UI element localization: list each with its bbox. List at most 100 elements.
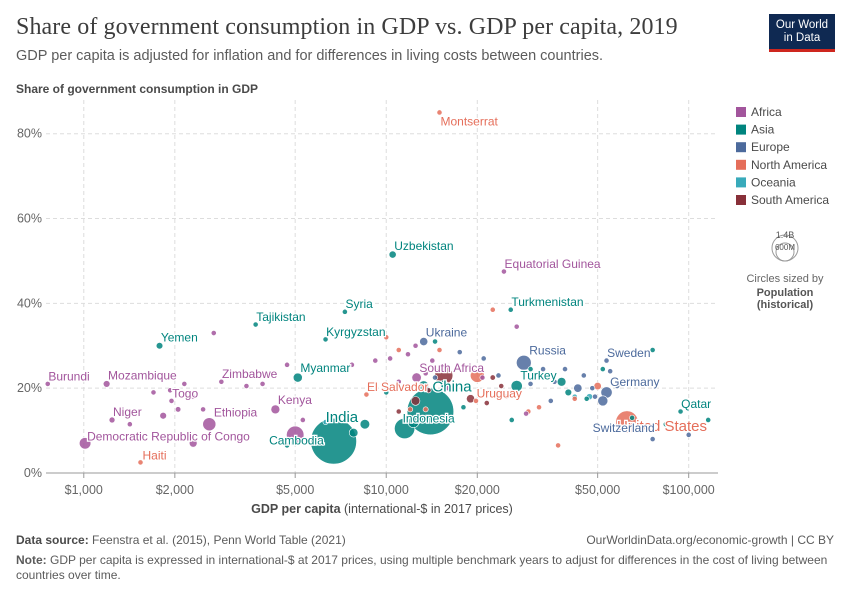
point-asia[interactable] bbox=[629, 414, 636, 421]
point-asia[interactable] bbox=[359, 419, 370, 430]
legend-label-south-america[interactable]: South America bbox=[751, 193, 829, 207]
point-turkey[interactable] bbox=[510, 380, 523, 393]
point-africa[interactable] bbox=[167, 387, 174, 394]
point-democratic-republic-of-congo[interactable] bbox=[79, 437, 92, 450]
point-africa[interactable] bbox=[159, 412, 167, 420]
point-el-salvador[interactable] bbox=[363, 391, 370, 398]
point-south-america[interactable] bbox=[410, 396, 421, 406]
point-oceania[interactable] bbox=[289, 440, 296, 447]
point-africa[interactable] bbox=[422, 370, 429, 377]
point-north-america[interactable] bbox=[555, 442, 561, 449]
point-kyrgyzstan[interactable] bbox=[322, 336, 329, 343]
point-asia[interactable] bbox=[432, 338, 438, 345]
point-qatar[interactable] bbox=[677, 408, 684, 415]
point-south-africa[interactable] bbox=[411, 372, 422, 383]
point-south-america[interactable] bbox=[498, 383, 505, 389]
point-south-america[interactable] bbox=[425, 387, 432, 394]
point-europe[interactable] bbox=[432, 374, 438, 381]
point-mozambique[interactable] bbox=[102, 380, 111, 388]
point-equatorial-guinea[interactable] bbox=[501, 268, 507, 275]
point-europe[interactable] bbox=[480, 355, 487, 362]
point-south-america[interactable] bbox=[489, 374, 496, 381]
point-asia[interactable] bbox=[348, 428, 359, 438]
point-europe[interactable] bbox=[527, 381, 534, 387]
source-url-link[interactable]: OurWorldinData.org/economic-growth | CC … bbox=[586, 533, 834, 547]
point-asia[interactable] bbox=[662, 421, 669, 428]
point-north-america[interactable] bbox=[436, 347, 443, 353]
point-africa[interactable] bbox=[479, 374, 486, 381]
point-niger[interactable] bbox=[108, 416, 116, 424]
point-asia[interactable] bbox=[583, 395, 590, 402]
point-switzerland[interactable] bbox=[649, 436, 656, 442]
legend-label-asia[interactable]: Asia bbox=[751, 123, 775, 137]
point-europe[interactable] bbox=[540, 366, 546, 372]
owid-logo[interactable]: Our World in Data bbox=[769, 14, 835, 52]
point-north-america[interactable] bbox=[407, 406, 414, 413]
point-zimbabwe[interactable] bbox=[218, 378, 225, 385]
point-africa[interactable] bbox=[513, 323, 520, 330]
point-africa[interactable] bbox=[387, 355, 394, 362]
point-europe[interactable] bbox=[456, 349, 463, 356]
point-syria[interactable] bbox=[342, 308, 348, 315]
point-asia[interactable] bbox=[460, 404, 467, 411]
point-asia[interactable] bbox=[705, 417, 712, 423]
point-asia[interactable] bbox=[556, 377, 567, 387]
point-south-america[interactable] bbox=[395, 408, 402, 415]
point-asia[interactable] bbox=[564, 388, 573, 397]
point-north-america[interactable] bbox=[395, 347, 402, 353]
point-europe[interactable] bbox=[547, 397, 554, 404]
point-africa[interactable] bbox=[190, 393, 197, 400]
point-burundi[interactable] bbox=[44, 381, 51, 387]
point-europe[interactable] bbox=[592, 393, 598, 400]
point-africa[interactable] bbox=[372, 357, 379, 364]
point-europe[interactable] bbox=[551, 378, 558, 385]
point-europe[interactable] bbox=[580, 372, 587, 379]
point-north-america[interactable] bbox=[571, 395, 578, 402]
point-north-america[interactable] bbox=[536, 404, 542, 411]
point-africa[interactable] bbox=[259, 381, 266, 387]
point-europe[interactable] bbox=[642, 381, 649, 387]
point-europe[interactable] bbox=[597, 395, 609, 407]
point-north-america[interactable] bbox=[383, 334, 390, 341]
point-africa[interactable] bbox=[349, 361, 355, 368]
point-africa[interactable] bbox=[523, 410, 529, 417]
point-russia[interactable] bbox=[516, 354, 532, 371]
point-africa[interactable] bbox=[181, 381, 188, 387]
point-asia[interactable] bbox=[407, 416, 420, 428]
point-europe[interactable] bbox=[589, 385, 596, 392]
point-sweden[interactable] bbox=[603, 357, 610, 364]
point-india[interactable] bbox=[310, 417, 357, 465]
point-ukraine[interactable] bbox=[419, 337, 429, 346]
point-turkmenistan[interactable] bbox=[507, 306, 514, 313]
point-africa[interactable] bbox=[243, 383, 250, 389]
point-uzbekistan[interactable] bbox=[388, 250, 397, 259]
point-europe[interactable] bbox=[495, 372, 502, 379]
point-yemen[interactable] bbox=[155, 342, 164, 350]
point-asia[interactable] bbox=[508, 417, 515, 423]
point-montserrat[interactable] bbox=[436, 109, 443, 116]
point-africa[interactable] bbox=[188, 439, 198, 448]
point-haiti[interactable] bbox=[137, 459, 144, 466]
legend-label-africa[interactable]: Africa bbox=[751, 105, 782, 119]
point-ethiopia[interactable] bbox=[202, 417, 217, 432]
legend-label-oceania[interactable]: Oceania bbox=[751, 175, 796, 189]
point-africa[interactable] bbox=[445, 385, 451, 392]
point-north-america[interactable] bbox=[503, 393, 510, 400]
legend-label-europe[interactable]: Europe bbox=[751, 140, 790, 154]
point-africa[interactable] bbox=[405, 351, 411, 358]
point-europe[interactable] bbox=[614, 383, 621, 389]
point-north-america[interactable] bbox=[422, 406, 429, 413]
point-uruguay[interactable] bbox=[473, 397, 479, 404]
point-cambodia[interactable] bbox=[284, 442, 290, 449]
point-asia[interactable] bbox=[599, 366, 606, 372]
point-asia[interactable] bbox=[527, 366, 534, 372]
legend-label-north-america[interactable]: North America bbox=[751, 158, 827, 172]
point-africa[interactable] bbox=[126, 421, 133, 428]
point-oceania[interactable] bbox=[322, 419, 329, 426]
point-africa[interactable] bbox=[429, 357, 436, 364]
point-south-america[interactable] bbox=[483, 400, 490, 406]
point-europe[interactable] bbox=[607, 368, 614, 375]
point-togo[interactable] bbox=[168, 397, 175, 404]
point-africa[interactable] bbox=[299, 417, 306, 423]
point-africa[interactable] bbox=[412, 342, 419, 349]
